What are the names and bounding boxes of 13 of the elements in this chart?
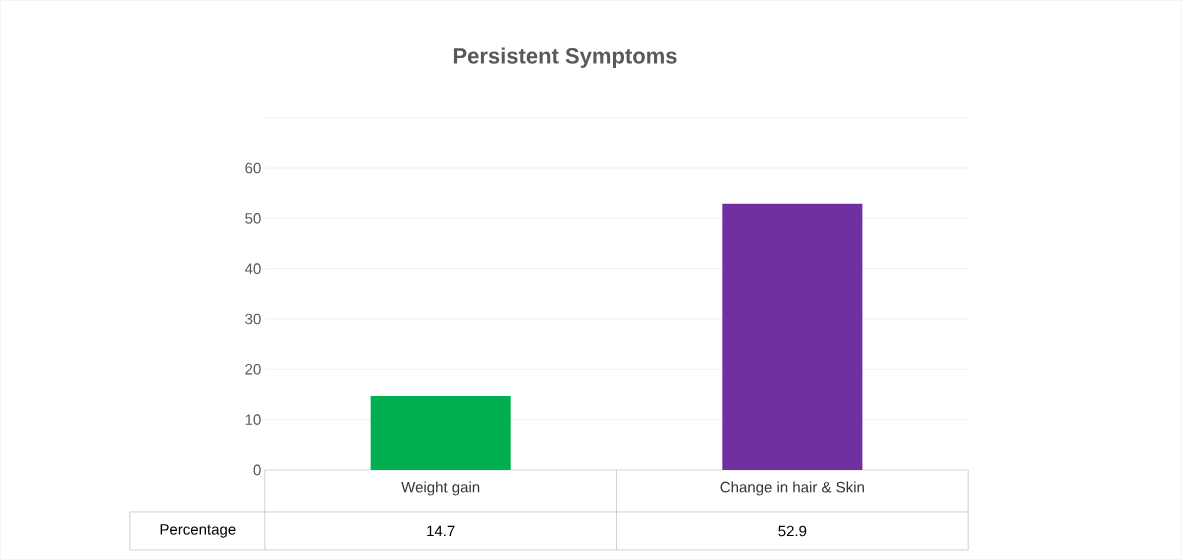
y-tick-label: 60: [245, 162, 261, 174]
x-tick-label: Weight gain: [401, 481, 480, 496]
y-tick-label: 10: [245, 414, 261, 426]
text: Percentage: [160, 524, 236, 538]
data-label: 52.9: [778, 525, 807, 537]
data-label: 14.7: [427, 525, 455, 537]
y-tick-label: 50: [245, 213, 261, 224]
y-tick-label: 0: [253, 464, 261, 476]
x-tick-label: Change in hair & Skin: [720, 481, 864, 496]
y-tick-label: 30: [245, 313, 261, 325]
y-tick-label: 40: [244, 263, 261, 275]
y-tick-label: 20: [245, 364, 261, 375]
chart-title: Persistent Symptoms: [453, 47, 677, 69]
